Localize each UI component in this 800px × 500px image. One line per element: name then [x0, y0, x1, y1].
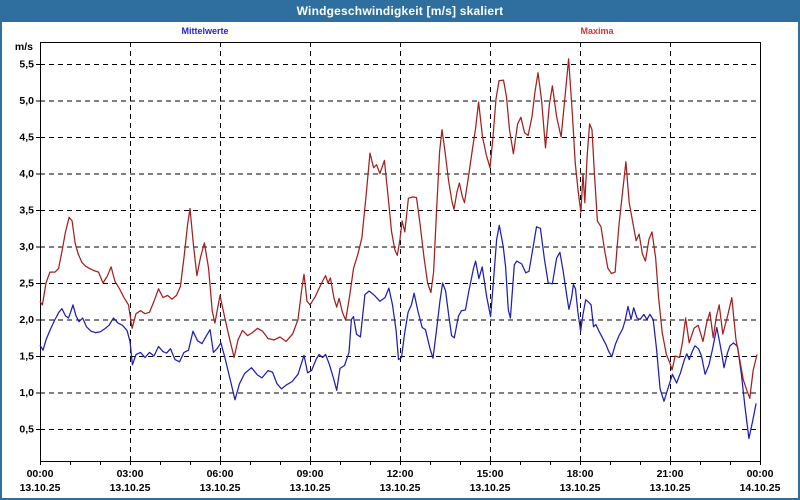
- x-axis-ticks: [40, 461, 761, 465]
- svg-text:5,0: 5,0: [19, 95, 34, 107]
- svg-text:3,0: 3,0: [19, 241, 34, 253]
- svg-text:3,5: 3,5: [19, 205, 34, 217]
- svg-text:13.10.25: 13.10.25: [650, 482, 691, 494]
- horizontal-gridlines: [40, 64, 760, 430]
- title-bar: Windgeschwindigkeit [m/s] skaliert: [0, 0, 800, 22]
- svg-text:13.10.25: 13.10.25: [290, 482, 331, 494]
- y-axis-unit-label: m/s: [15, 41, 33, 53]
- svg-text:15:00: 15:00: [477, 468, 504, 480]
- svg-text:1,0: 1,0: [19, 387, 34, 399]
- svg-text:13.10.25: 13.10.25: [380, 482, 421, 494]
- x-axis-labels: 00:00 13.10.25 03:00 13.10.25 06:00 13.10.25 0…: [20, 468, 781, 494]
- svg-text:14.10.25: 14.10.25: [740, 482, 781, 494]
- svg-text:18:00: 18:00: [567, 468, 594, 480]
- svg-text:4,0: 4,0: [19, 168, 34, 180]
- svg-text:13.10.25: 13.10.25: [110, 482, 151, 494]
- window-title: Windgeschwindigkeit [m/s] skaliert: [296, 4, 504, 18]
- svg-text:09:00: 09:00: [297, 468, 324, 480]
- legend-label-maxima: Maxima: [580, 26, 614, 36]
- legend-label-mittelwerte: Mittelwerte: [181, 26, 229, 36]
- svg-text:13.10.25: 13.10.25: [200, 482, 241, 494]
- svg-text:00:00: 00:00: [27, 468, 54, 480]
- svg-text:4,5: 4,5: [19, 132, 34, 144]
- y-axis-ticks: [36, 64, 40, 430]
- mittelwerte-line: [39, 224, 757, 440]
- svg-text:00:00: 00:00: [747, 468, 774, 480]
- svg-text:1,5: 1,5: [19, 351, 34, 363]
- svg-text:13.10.25: 13.10.25: [20, 482, 61, 494]
- svg-text:06:00: 06:00: [207, 468, 234, 480]
- svg-text:13.10.25: 13.10.25: [470, 482, 511, 494]
- maxima-line: [39, 58, 758, 399]
- svg-text:21:00: 21:00: [657, 468, 684, 480]
- y-axis-labels: 0,5 1,0 1,5 2,0 2,5 3,0 3,5 4,0 4,5 5,0 5,5: [19, 59, 34, 436]
- svg-text:03:00: 03:00: [117, 468, 144, 480]
- svg-text:5,5: 5,5: [19, 59, 34, 71]
- svg-text:0,5: 0,5: [19, 424, 34, 436]
- svg-text:2,5: 2,5: [19, 278, 34, 290]
- svg-text:13.10.25: 13.10.25: [560, 482, 601, 494]
- vertical-gridlines: [130, 42, 671, 461]
- svg-text:2,0: 2,0: [19, 314, 34, 326]
- svg-text:12:00: 12:00: [387, 468, 414, 480]
